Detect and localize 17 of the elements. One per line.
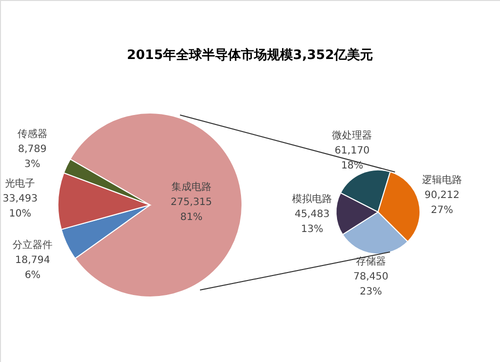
slice-label: 逻辑电路 (422, 174, 462, 186)
slice-label: 传感器 (17, 128, 48, 140)
data-label: 45,483 13% (294, 209, 330, 236)
data-label: 18,794 6% (15, 254, 50, 281)
slice-label: 微处理器 (332, 129, 372, 142)
chart-title: 2015年全球半导体市场规模3,352亿美元 (126, 47, 374, 63)
slice-label: 光电子 (5, 177, 36, 190)
slice-label: 存储器 (356, 256, 386, 268)
data-label: 33,493 10% (2, 193, 38, 220)
data-label: 8,789 3% (18, 144, 47, 170)
data-label: 61,170 18% (334, 145, 370, 172)
data-label: 90,212 27% (424, 190, 460, 216)
data-label: 275,315 81% (170, 196, 212, 223)
slice-label: 模拟电路 (292, 193, 332, 206)
slice-label: 集成电路 (171, 180, 212, 193)
data-label: 78,450 23% (353, 272, 388, 298)
slice-label: 分立器件 (12, 238, 53, 251)
